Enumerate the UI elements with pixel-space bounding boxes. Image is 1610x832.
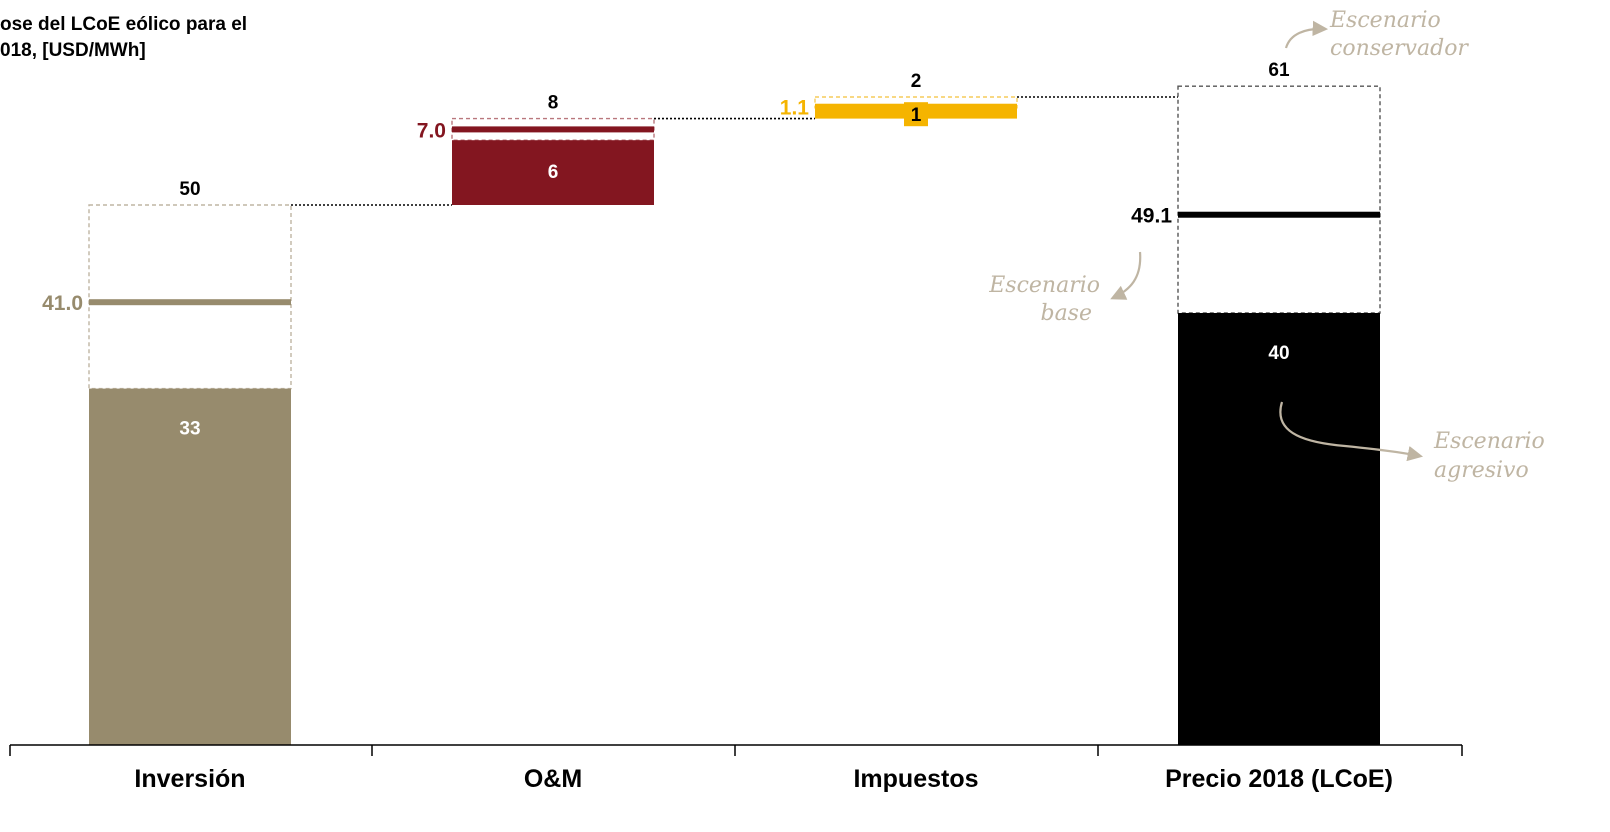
category-label: Impuestos <box>853 765 978 793</box>
base-scenario-label: 49.1 <box>1131 205 1172 228</box>
conservative-value-label: 50 <box>179 179 200 200</box>
category-label: Inversión <box>134 765 245 793</box>
base-scenario-label: 41.0 <box>42 292 83 315</box>
chart-title-line-1: ose del LCoE eólico para el <box>0 14 248 35</box>
conservative-range-outline <box>88 204 292 390</box>
chart-title-line-2: 018, [USD/MWh] <box>0 40 146 61</box>
annotation-conservador-line2: conservador <box>1330 36 1469 61</box>
chart-title: ose del LCoE eólico para el 018, [USD/MW… <box>0 12 247 64</box>
aggressive-badge <box>904 102 928 127</box>
annotation-base-line1: Escenario <box>988 273 1100 298</box>
aggressive-bar <box>89 388 291 745</box>
base-scenario-label: 7.0 <box>417 119 446 142</box>
aggressive-bar <box>1178 313 1380 745</box>
base-scenario-label: 1.1 <box>780 97 810 120</box>
aggressive-bar <box>452 140 654 205</box>
conservative-value-label: 61 <box>1268 60 1290 81</box>
conservative-value-label: 8 <box>548 93 559 114</box>
conservative-value-label: 2 <box>911 71 922 92</box>
aggressive-value-label: 1 <box>911 105 922 126</box>
category-label: Precio 2018 (LCoE) <box>1165 765 1393 793</box>
aggressive-value-label: 40 <box>1268 343 1289 364</box>
conservative-range-outline <box>1177 85 1381 314</box>
annotation-agresivo-line2: agresivo <box>1434 458 1529 483</box>
aggressive-value-label: 6 <box>548 162 559 183</box>
annotation-agresivo-line1: Escenario <box>1433 429 1545 454</box>
base-scenario-line <box>89 299 291 306</box>
conservative-range-outline <box>814 96 1018 109</box>
category-label: O&M <box>524 765 582 793</box>
arrow-conservador <box>1284 20 1329 49</box>
annotation-base-line2: base <box>1040 301 1092 326</box>
arrow-base <box>1110 251 1142 300</box>
base-scenario-line <box>452 126 654 133</box>
base-scenario-line <box>1178 211 1380 218</box>
annotation-conservador-line1: Escenario <box>1329 8 1441 33</box>
arrow-agresivo <box>1279 401 1424 462</box>
aggressive-value-label: 33 <box>179 419 200 440</box>
